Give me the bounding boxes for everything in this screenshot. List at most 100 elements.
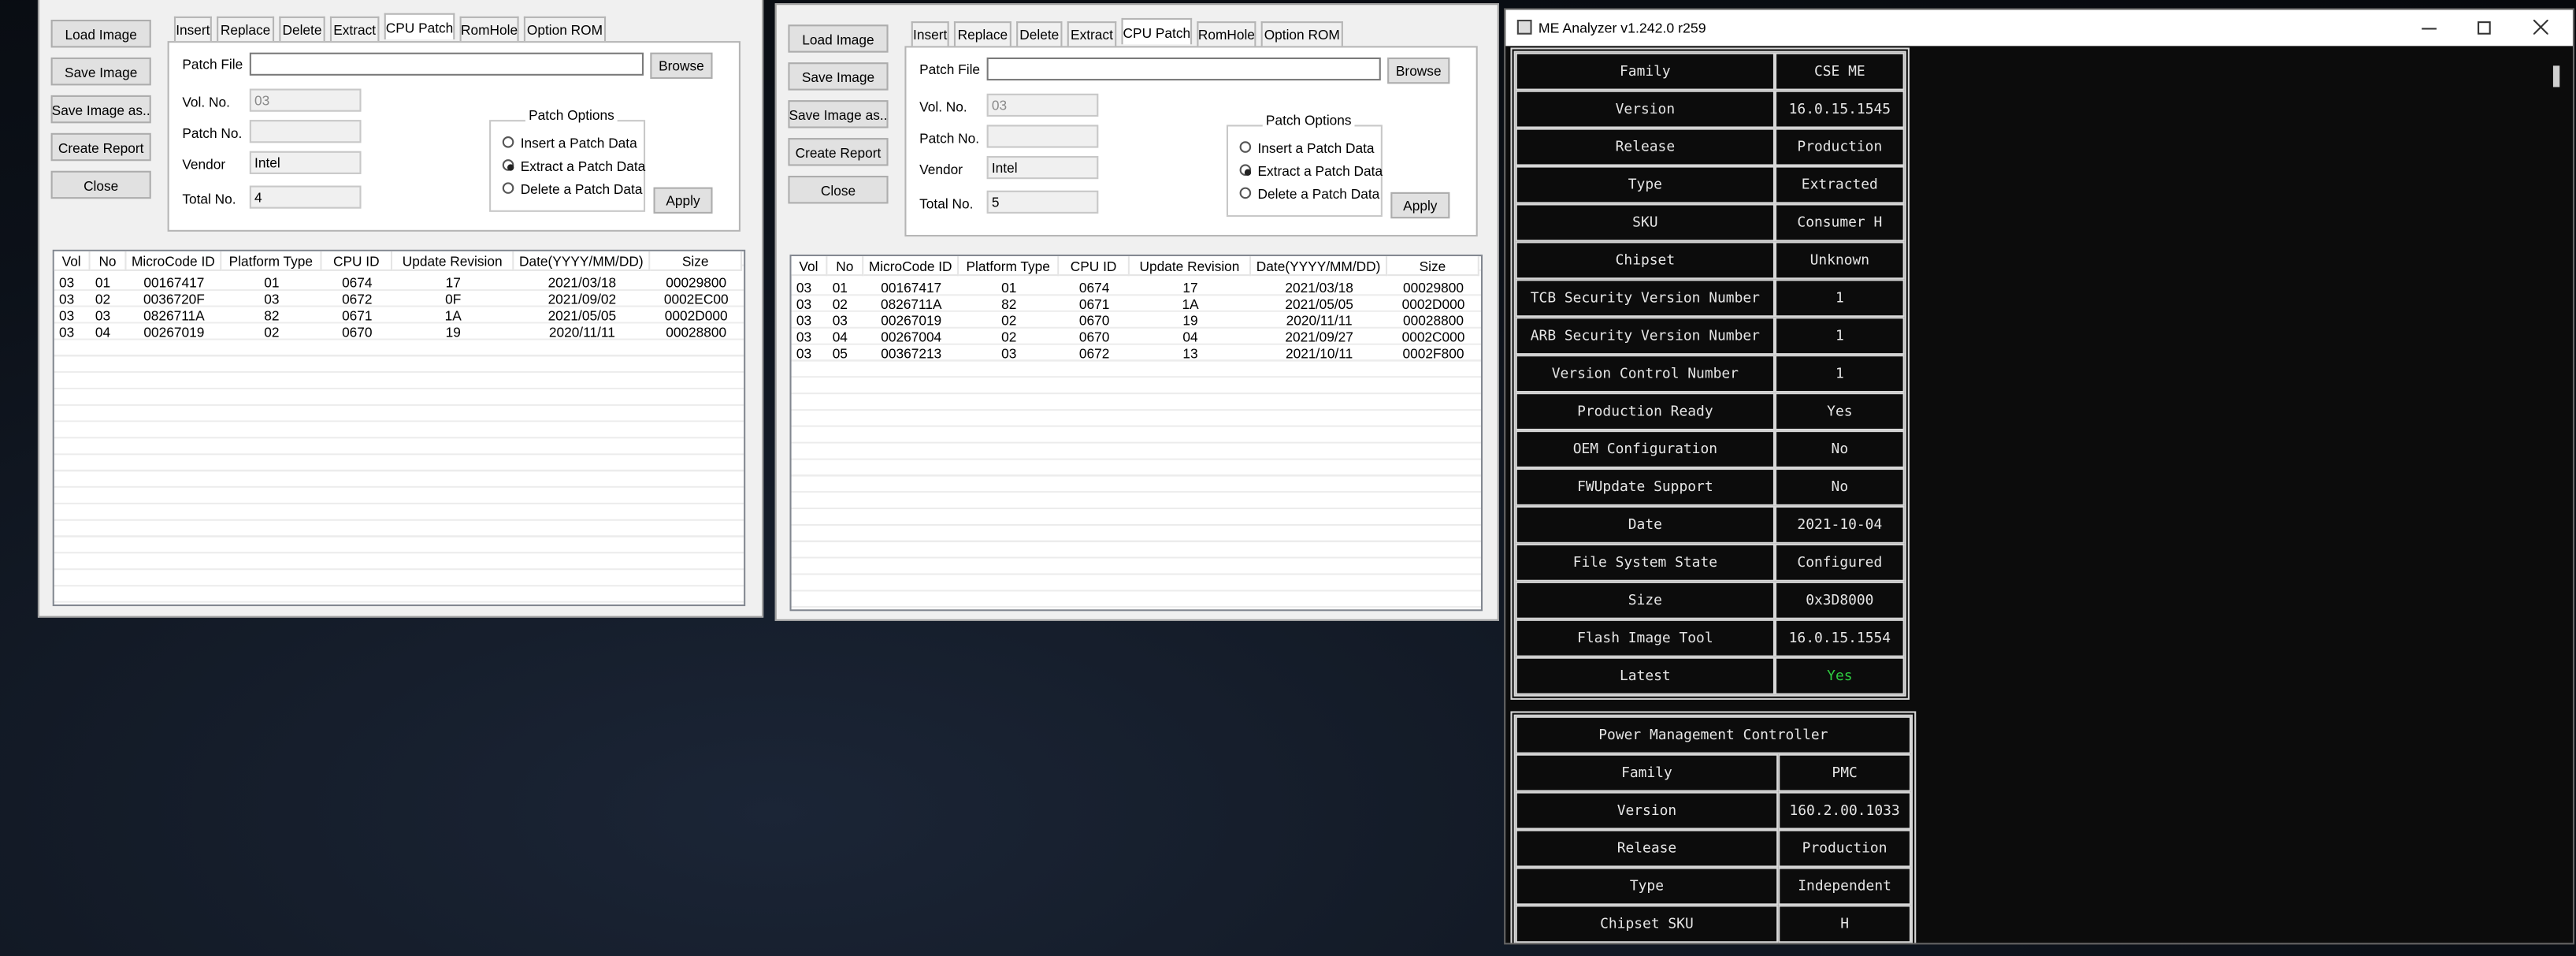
tab[interactable]: RomHole — [459, 16, 519, 42]
radio-button[interactable] — [502, 182, 514, 194]
column-header[interactable]: Date(YYYY/MM/DD) — [1251, 256, 1388, 277]
table-cell: 0002D000 — [664, 307, 728, 324]
tab[interactable]: Insert — [173, 16, 212, 42]
table-cell: 13 — [1182, 344, 1198, 362]
browse-button[interactable]: Browse — [650, 52, 713, 80]
tab[interactable]: Insert — [911, 21, 949, 46]
close-button[interactable] — [2533, 19, 2549, 35]
field — [249, 120, 362, 143]
radio-button[interactable] — [1239, 164, 1252, 177]
button[interactable]: Load Image — [50, 20, 151, 48]
field: 4 — [249, 185, 362, 209]
column-header[interactable]: Date(YYYY/MM/DD) — [514, 251, 651, 271]
table-cell: 00167417 — [143, 274, 205, 291]
tab[interactable]: Delete — [1016, 21, 1063, 46]
radio-button[interactable] — [502, 159, 514, 171]
button[interactable]: Close — [50, 170, 151, 199]
field-name: Latest — [1515, 657, 1776, 695]
column-header[interactable]: Update Revision — [1129, 256, 1252, 277]
column-header[interactable]: Update Revision — [392, 251, 514, 271]
table-cell: 0670 — [342, 323, 373, 340]
column-header[interactable]: Size — [1387, 256, 1479, 277]
button[interactable]: Create Report — [788, 138, 889, 166]
window-title: ME Analyzer v1.242.0 r259 — [1538, 20, 1706, 36]
apply-button[interactable]: Apply — [653, 187, 713, 214]
radio-button[interactable] — [1239, 141, 1252, 153]
field-value: Extracted — [1775, 166, 1905, 204]
field-name: Type — [1515, 166, 1776, 204]
field-name: Family — [1515, 52, 1776, 91]
field-value: 1 — [1775, 279, 1905, 318]
column-header[interactable]: No — [90, 251, 127, 271]
button[interactable]: Create Report — [50, 132, 151, 162]
column-header[interactable]: MicroCode ID — [126, 251, 222, 271]
tab[interactable]: Replace — [217, 16, 275, 42]
label: Patch No. — [182, 125, 243, 142]
tab[interactable]: Extract — [1067, 21, 1117, 46]
table-cell: 2021/05/05 — [1285, 296, 1353, 312]
column-header[interactable]: CPU ID — [1059, 256, 1130, 277]
label: Vol. No. — [182, 93, 230, 110]
button[interactable]: Load Image — [788, 24, 889, 53]
table-cell: 03 — [832, 311, 848, 329]
table-cell: 0672 — [1078, 344, 1110, 362]
table-cell: 17 — [1182, 279, 1198, 296]
button[interactable]: Save Image — [50, 57, 151, 86]
button[interactable]: Save Image — [788, 62, 889, 91]
table-cell: 02 — [1001, 311, 1017, 329]
field-value: Yes — [1775, 657, 1905, 695]
button[interactable]: Save Image as.. — [788, 100, 889, 128]
label: Patch No. — [919, 129, 980, 147]
label: Patch File — [182, 55, 243, 73]
field-name: Release — [1515, 128, 1776, 166]
tab[interactable]: Delete — [279, 16, 325, 42]
tab[interactable]: Option ROM — [523, 16, 607, 42]
tab[interactable]: Extract — [329, 16, 380, 42]
minimize-button[interactable] — [2422, 28, 2437, 30]
tab[interactable]: CPU Patch — [1121, 17, 1193, 45]
tab[interactable]: CPU Patch — [384, 13, 455, 40]
tab[interactable]: RomHole — [1197, 21, 1256, 46]
table-cell: 2021/03/18 — [547, 274, 617, 291]
column-header[interactable]: CPU ID — [321, 251, 393, 271]
table-cell: 00367213 — [881, 344, 942, 362]
field-name: Date — [1515, 505, 1776, 544]
table-cell: 03 — [796, 296, 812, 312]
browse-button[interactable]: Browse — [1387, 57, 1450, 84]
field-value: 1 — [1775, 355, 1905, 393]
table-cell: 04 — [95, 323, 111, 340]
field-value: 16.0.15.1554 — [1775, 619, 1905, 657]
tab[interactable]: Replace — [953, 21, 1011, 46]
column-header[interactable]: Vol — [54, 251, 91, 271]
tab[interactable]: Option ROM — [1260, 21, 1343, 46]
apply-button[interactable]: Apply — [1390, 192, 1450, 219]
field-value: No — [1775, 467, 1905, 506]
table-cell: 0002F800 — [1402, 344, 1464, 362]
column-header[interactable]: Vol — [791, 256, 828, 277]
column-header[interactable]: MicroCode ID — [863, 256, 960, 277]
field: 5 — [986, 190, 1099, 214]
table-cell: 03 — [95, 307, 111, 324]
radio-button[interactable] — [1239, 187, 1252, 199]
field-name: Flash Image Tool — [1515, 619, 1776, 657]
table-cell: 0F — [445, 290, 462, 307]
patch-file-input[interactable] — [986, 57, 1381, 81]
field-name: Type — [1515, 867, 1779, 906]
info-table: Power Management Controller Family PMC Vers… — [1510, 711, 1917, 943]
maximize-button[interactable] — [2478, 21, 2491, 35]
button[interactable]: Save Image as.. — [50, 95, 151, 124]
label: Vol. No. — [919, 99, 967, 115]
table-cell: 00028800 — [666, 323, 727, 340]
radio-button[interactable] — [502, 136, 514, 148]
column-header[interactable]: No — [827, 256, 864, 277]
column-header[interactable]: Platform Type — [221, 251, 322, 271]
column-header[interactable]: Platform Type — [959, 256, 1060, 277]
field-name: Version Control Number — [1515, 355, 1776, 393]
patch-file-input[interactable] — [249, 52, 644, 76]
table-cell: 2021/09/27 — [1285, 328, 1353, 345]
table-cell: 2020/11/11 — [1286, 311, 1353, 329]
table-cell: 03 — [796, 311, 812, 329]
column-header[interactable]: Size — [650, 251, 743, 271]
button[interactable]: Close — [788, 176, 889, 204]
